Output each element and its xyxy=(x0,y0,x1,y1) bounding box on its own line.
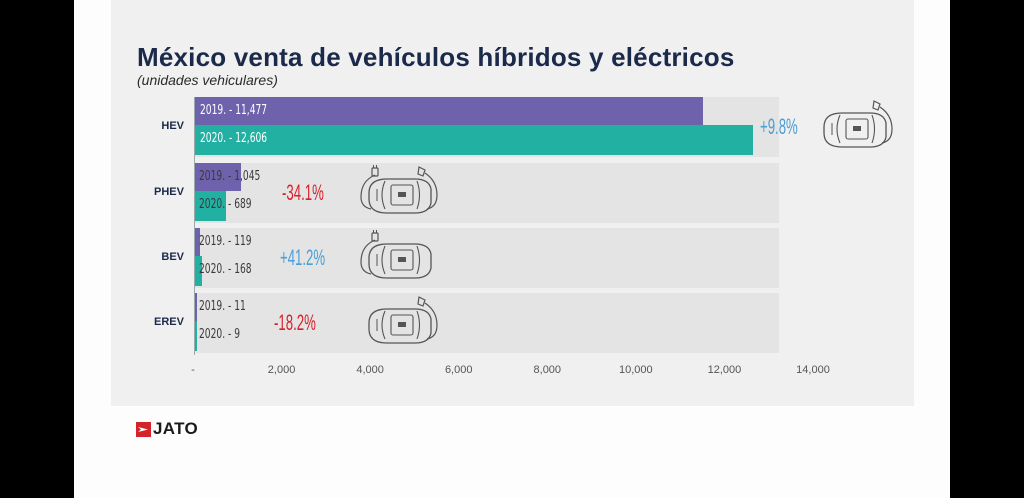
x-tick-label: 14,000 xyxy=(796,364,830,376)
bar-hev-2020 xyxy=(195,125,754,155)
row-background-erev xyxy=(195,293,779,353)
jato-logo: JATO xyxy=(136,419,198,439)
chart-subtitle: (unidades vehiculares) xyxy=(137,72,278,88)
bar-label-hev-2020: 2020. - 12,606 xyxy=(200,131,268,146)
car-plug-and-fuel-icon xyxy=(355,165,447,226)
change-percent-bev: +41.2% xyxy=(280,245,326,270)
row-background-phev xyxy=(195,163,779,223)
bar-erev-2020 xyxy=(195,321,197,351)
row-background-bev xyxy=(195,228,779,288)
bar-label-hev-2019: 2019. - 11,477 xyxy=(200,103,268,118)
y-axis-line xyxy=(194,97,195,355)
change-percent-erev: -18.2% xyxy=(274,310,316,335)
bar-phev-2019 xyxy=(195,163,242,191)
bar-erev-2019 xyxy=(195,293,197,321)
x-tick-label: 6,000 xyxy=(444,364,473,376)
bar-bev-2020 xyxy=(195,256,203,286)
category-label-hev: HEV xyxy=(161,120,184,132)
car-plug-icon xyxy=(355,230,447,291)
bar-label-erev-2020: 2020. - 9 xyxy=(199,327,240,342)
x-tick-label: 12,000 xyxy=(707,364,742,376)
bar-label-erev-2019: 2019. - 11 xyxy=(199,299,246,314)
bar-label-bev-2020: 2020. - 168 xyxy=(199,262,252,277)
x-tick-label: 8,000 xyxy=(533,364,562,376)
x-tick-label: - xyxy=(191,364,195,376)
bar-label-bev-2019: 2019. - 119 xyxy=(199,234,252,249)
x-tick-label: 10,000 xyxy=(619,364,653,376)
x-tick-label: 4,000 xyxy=(356,364,384,376)
jato-logo-text: JATO xyxy=(153,419,198,438)
bar-label-phev-2020: 2020. - 689 xyxy=(199,197,252,212)
car-fuel-pump-icon xyxy=(810,99,902,160)
x-tick-label: 2,000 xyxy=(267,364,296,376)
bar-bev-2019 xyxy=(195,228,201,256)
change-percent-hev: +9.8% xyxy=(760,114,798,139)
category-label-bev: BEV xyxy=(161,251,184,263)
bar-hev-2019 xyxy=(195,97,704,125)
category-label-phev: PHEV xyxy=(154,186,184,198)
bar-label-phev-2019: 2019. - 1,045 xyxy=(199,169,261,184)
chart-title: México venta de vehículos híbridos y elé… xyxy=(137,42,735,72)
category-label-erev: EREV xyxy=(154,316,184,328)
change-percent-phev: -34.1% xyxy=(282,180,324,205)
jato-logo-icon xyxy=(136,421,151,437)
bar-phev-2020 xyxy=(195,191,226,221)
car-fuel-pump-icon xyxy=(355,295,447,356)
